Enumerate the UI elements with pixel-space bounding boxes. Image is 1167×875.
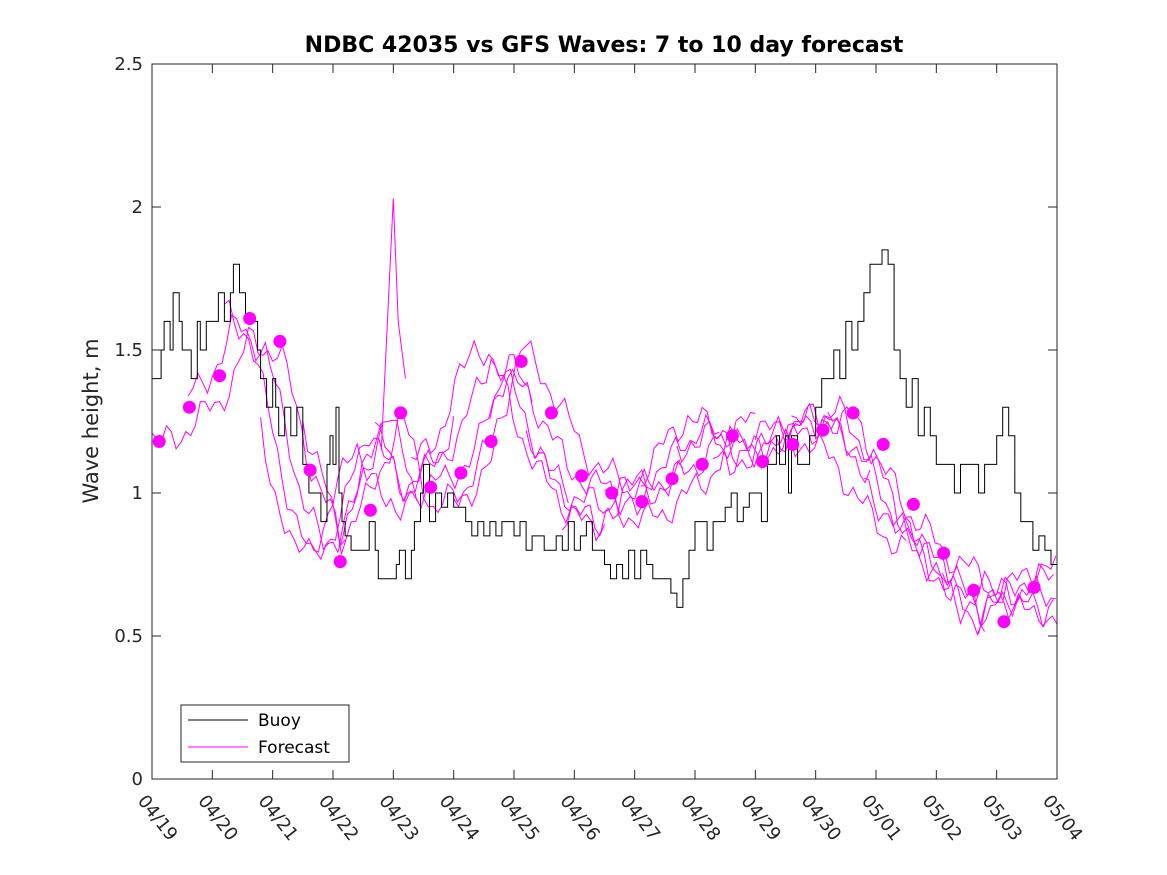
forecast-point (756, 455, 770, 468)
forecast-point (665, 472, 679, 486)
forecast-trace (640, 402, 834, 505)
forecast-point (997, 615, 1011, 629)
forecast-point (967, 583, 981, 597)
forecast-point (484, 435, 498, 448)
y-tick-label: 1.5 (114, 340, 143, 361)
forecast-point (514, 354, 528, 368)
forecast-point (816, 423, 830, 437)
legend-label-forecast: Forecast (258, 738, 330, 758)
forecast-point (876, 437, 890, 451)
forecast-point (906, 497, 920, 511)
y-tick-label: 2.5 (114, 54, 143, 75)
forecast-trace (224, 299, 418, 561)
forecast-point (424, 480, 438, 494)
forecast-trace (411, 339, 605, 538)
y-axis-label: Wave height, m (79, 338, 103, 503)
forecast-point (695, 457, 709, 471)
forecast-trace (827, 412, 1022, 636)
forecast-point (937, 546, 951, 560)
forecast-point (725, 429, 739, 443)
forecast-point (243, 312, 257, 325)
forecast-point (213, 369, 227, 383)
forecast-point (544, 406, 558, 420)
forecast-point (454, 466, 468, 480)
forecast-trace (1014, 594, 1054, 628)
forecast-point (182, 400, 196, 414)
forecast-trace (338, 368, 533, 548)
forecast-point (273, 334, 287, 348)
forecast-markers (152, 312, 1041, 629)
chart-title: NDBC 42035 vs GFS Waves: 7 to 10 day for… (305, 33, 904, 58)
plot-area (152, 64, 1057, 779)
forecast-point (333, 555, 347, 569)
forecast-trace (151, 326, 346, 547)
y-tick-label: 0.5 (114, 626, 143, 647)
forecast-point (303, 463, 317, 477)
legend: Buoy Forecast (180, 704, 350, 763)
y-tick-label: 2 (132, 197, 143, 218)
forecast-trace (863, 477, 1058, 628)
buoy-series (152, 249, 1058, 608)
y-tick-label: 0 (132, 769, 143, 790)
y-axis-ticks: 0 0.5 1 1.5 2 2.5 (114, 54, 1057, 790)
forecast-trace (791, 394, 986, 632)
forecast-trace-spike (380, 198, 406, 451)
forecast-point (1027, 580, 1041, 594)
legend-box (180, 704, 350, 763)
forecast-point (363, 503, 377, 517)
y-tick-label: 1 (132, 483, 143, 504)
forecast-trace (906, 512, 1057, 603)
forecast-trace (978, 575, 1056, 635)
forecast-point (635, 495, 649, 509)
forecast-point (575, 469, 589, 483)
forecast-point (605, 486, 619, 500)
forecast-trace (561, 406, 756, 542)
forecast-point (846, 406, 860, 420)
forecast-trace (525, 420, 720, 520)
forecast-point (786, 437, 800, 451)
forecast-point (152, 435, 166, 448)
buoy-line (152, 249, 1058, 608)
axes-box (151, 63, 1058, 780)
legend-label-buoy: Buoy (258, 711, 301, 731)
forecast-point (394, 406, 408, 420)
forecast-trace (260, 416, 455, 554)
